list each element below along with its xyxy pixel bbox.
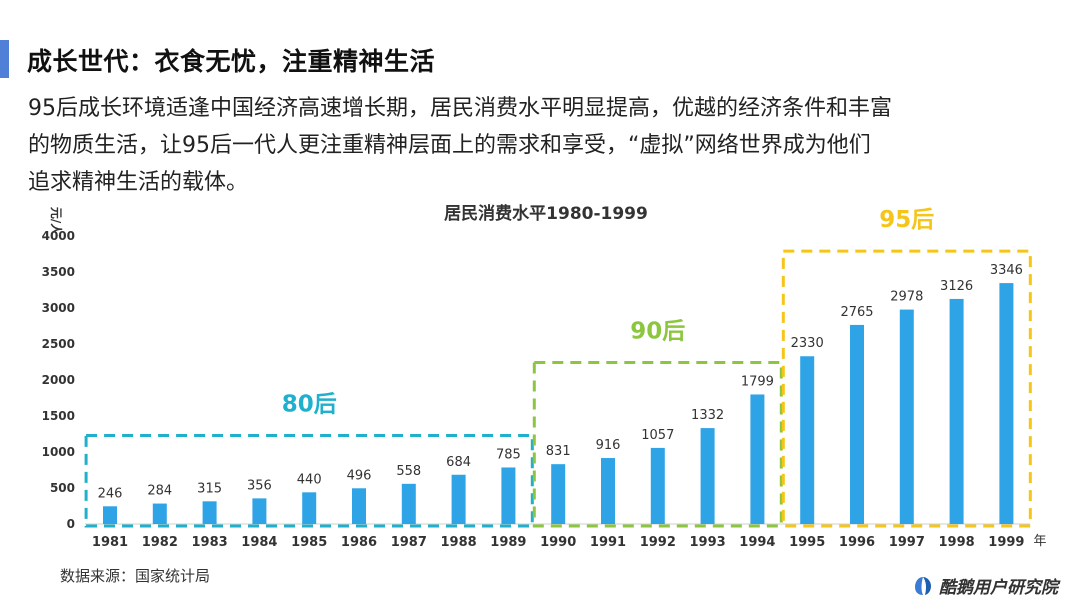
y-tick-label: 1000 [42,445,75,459]
bar [352,488,366,524]
cohort-dashed-box [781,249,1032,528]
y-tick-label: 2000 [42,373,75,387]
x-tick-label: 1995 [789,535,825,550]
y-axis-unit-label: 元/人 [49,207,64,236]
x-tick-label: 1994 [739,535,775,550]
bar [103,506,117,524]
y-tick-label: 4000 [42,229,75,243]
bar-value-label: 1057 [641,428,674,443]
penguin-logo-icon [915,576,931,595]
bar [999,283,1014,524]
bar [202,501,217,524]
y-tick-label: 500 [50,481,75,495]
bar-value-label: 684 [446,455,471,470]
x-tick-label: 1999 [988,535,1024,550]
x-tick-label: 1983 [192,535,228,550]
bar-value-label: 1799 [741,374,774,389]
cohort-dashed-box [532,360,783,528]
consumption-bar-chart: 居民消费水平1980-1999 元/人 年 0 500 1000 1500 2000 25… [42,203,1047,550]
bar-value-label: 315 [197,481,222,496]
x-tick-label: 1992 [640,535,676,550]
x-tick-label: 1988 [441,535,477,550]
x-tick-label: 1981 [92,535,128,550]
bar-value-label: 558 [396,464,421,479]
bar-value-label: 2330 [791,336,824,351]
bar-value-label: 785 [496,447,521,462]
cohort-label: 90后 [630,318,685,344]
paragraph-line: 追求精神生活的载体。 [28,170,249,195]
x-tick-label: 1990 [540,535,576,550]
slide-heading: 成长世代：衣食无忧，注重精神生活 [27,47,436,76]
x-tick-label: 1997 [889,535,925,550]
paragraph-line: 的物质生活，让95后一代人更注重精神层面上的需求和享受，“虚拟”网络世界成为他们 [28,133,871,158]
bar-value-label: 831 [546,444,571,459]
bar-value-label: 356 [247,478,272,493]
bar-value-label: 3346 [990,263,1023,278]
x-tick-label: 1993 [690,535,726,550]
cohort-dashed-box [84,433,534,528]
y-tick-label: 1500 [42,409,75,423]
chart-title: 居民消费水平1980-1999 [444,203,648,224]
bar-value-label: 3126 [940,279,973,294]
bar [850,324,864,524]
bar-value-label: 496 [347,468,372,483]
bar-value-label: 284 [147,484,172,499]
x-tick-label: 1996 [839,535,875,550]
bar [650,447,665,524]
bar [551,464,566,524]
x-tick-label: 1984 [241,535,277,550]
bar [700,428,715,524]
bar [401,483,416,524]
bar [302,492,317,524]
x-tick-label: 1991 [590,535,626,550]
bar [152,503,167,524]
heading-accent-bar [0,40,9,78]
cohort-label: 80后 [282,391,337,417]
bar-value-label: 1332 [691,408,724,423]
brand-logo: 酷鹅用户研究院 [911,573,1058,598]
x-tick-label: 1989 [490,535,526,550]
bar [750,394,765,524]
bar [899,309,914,524]
y-tick-label: 3000 [42,301,75,315]
bar [601,458,615,524]
bar [252,498,267,524]
bar-value-label: 440 [297,472,322,487]
y-tick-label: 2500 [42,337,75,351]
bar-value-label: 246 [98,486,123,501]
bar [501,467,516,524]
x-tick-label: 1987 [391,535,427,550]
slide-paragraph: 95后成长环境适逢中国经济高速增长期，居民消费水平明显提高，优越的经济条件和丰富… [28,90,1038,201]
x-tick-label: 1982 [142,535,178,550]
bar [451,474,466,524]
y-tick-label: 0 [67,517,75,531]
bar [800,356,815,524]
brand-logo-text: 酷鹅用户研究院 [939,578,1058,598]
data-source-note: 数据来源：国家统计局 [60,567,211,585]
x-tick-label: 1985 [291,535,327,550]
bar-value-label: 2765 [840,305,873,320]
bar-value-label: 916 [596,438,621,453]
bar [949,298,964,524]
x-axis-unit-label: 年 [1033,534,1046,549]
bar-value-label: 2978 [890,290,923,305]
cohort-label: 95后 [879,207,934,233]
x-tick-label: 1986 [341,535,377,550]
y-tick-label: 3500 [42,265,75,279]
paragraph-line: 95后成长环境适逢中国经济高速增长期，居民消费水平明显提高，优越的经济条件和丰富 [28,96,892,121]
x-tick-label: 1998 [939,535,975,550]
